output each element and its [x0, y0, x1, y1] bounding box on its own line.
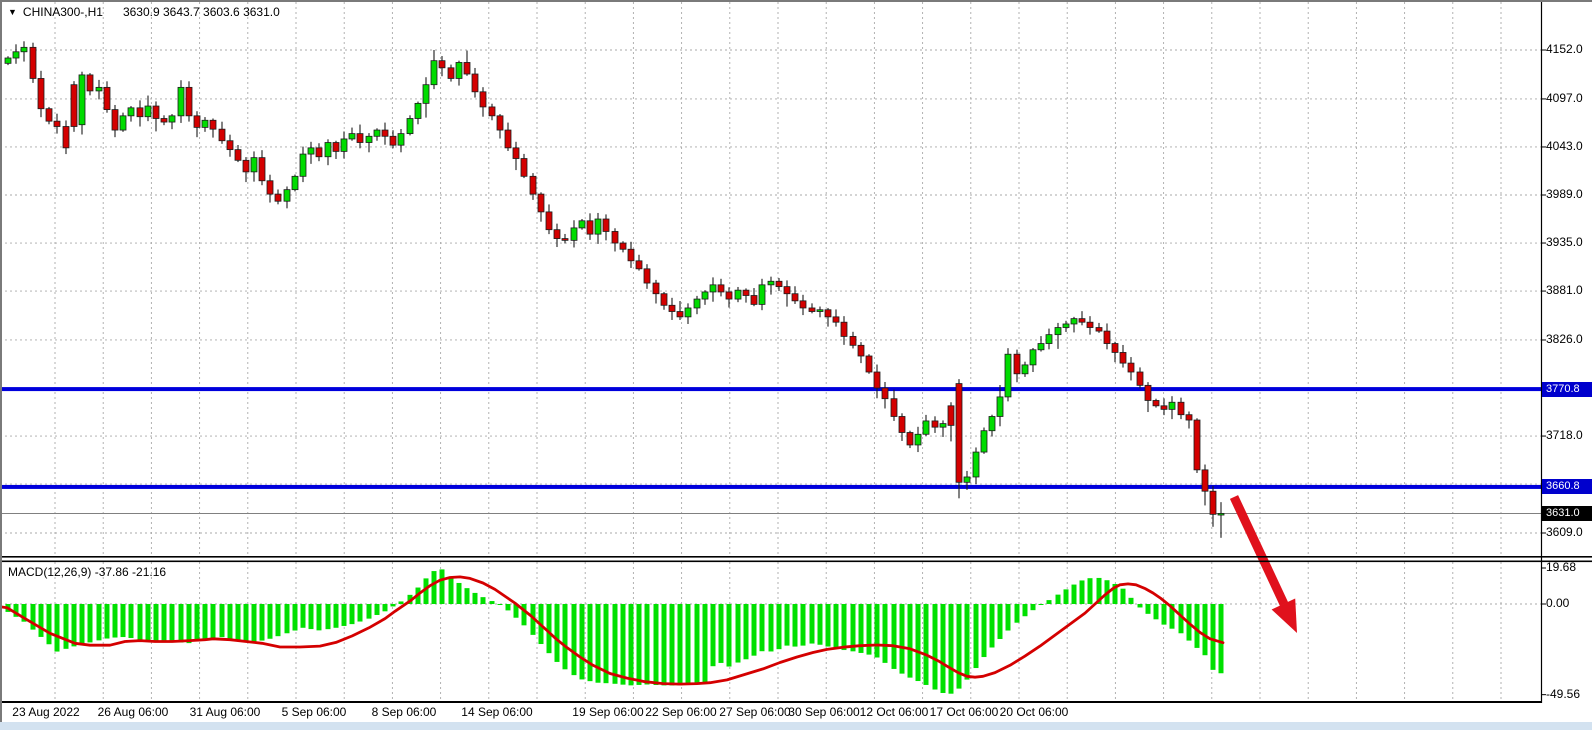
date-axis-label: 30 Sep 06:00 — [788, 705, 860, 719]
date-axis-label: 26 Aug 06:00 — [97, 705, 169, 719]
macd-axis-label: 19.68 — [1546, 559, 1577, 574]
price-axis-label: 4043.0 — [1546, 138, 1583, 153]
price-axis-label: 4097.0 — [1546, 90, 1583, 105]
macd-axis-label: -49.56 — [1546, 686, 1581, 701]
chart-title: ▼ CHINA300-,H1 3630.9 3643.7 3603.6 3631… — [8, 5, 280, 19]
date-axis-label: 23 Aug 2022 — [12, 705, 80, 719]
date-axis-label: 8 Sep 06:00 — [371, 705, 437, 719]
date-axis-label: 12 Oct 06:00 — [859, 705, 929, 719]
date-axis-label: 22 Sep 06:00 — [645, 705, 717, 719]
symbol-timeframe-label: CHINA300-,H1 — [22, 5, 103, 19]
price-level-badge[interactable]: 3770.8 — [1542, 381, 1592, 397]
price-axis-label: 4152.0 — [1546, 42, 1583, 56]
price-axis-label: 3881.0 — [1546, 283, 1583, 298]
date-axis-label: 20 Oct 06:00 — [999, 705, 1069, 719]
symbol-dropdown-icon[interactable]: ▼ — [8, 7, 17, 17]
date-axis-label: 5 Sep 06:00 — [281, 705, 347, 719]
price-axis-label: 3718.0 — [1546, 428, 1583, 443]
price-axis-label: 3826.0 — [1546, 331, 1583, 346]
window-bottom-strip — [0, 722, 1592, 730]
date-axis-label: 27 Sep 06:00 — [719, 705, 791, 719]
ohlc-values: 3630.9 3643.7 3603.6 3631.0 — [122, 5, 280, 19]
date-axis-label: 31 Aug 06:00 — [189, 705, 261, 719]
price-axis-label: 3609.0 — [1546, 525, 1583, 539]
date-axis-label: 19 Sep 06:00 — [572, 705, 644, 719]
price-axis-label: 3935.0 — [1546, 235, 1583, 250]
current-price-badge: 3631.0 — [1542, 505, 1592, 521]
macd-indicator-label: MACD(12,26,9) -37.86 -21.16 — [8, 565, 167, 579]
macd-axis-label: 0.00 — [1546, 596, 1570, 610]
price-level-badge[interactable]: 3660.8 — [1542, 479, 1592, 495]
date-axis-label: 17 Oct 06:00 — [929, 705, 999, 719]
date-axis-label: 14 Sep 06:00 — [461, 705, 533, 719]
price-axis-label: 3989.0 — [1546, 186, 1583, 201]
